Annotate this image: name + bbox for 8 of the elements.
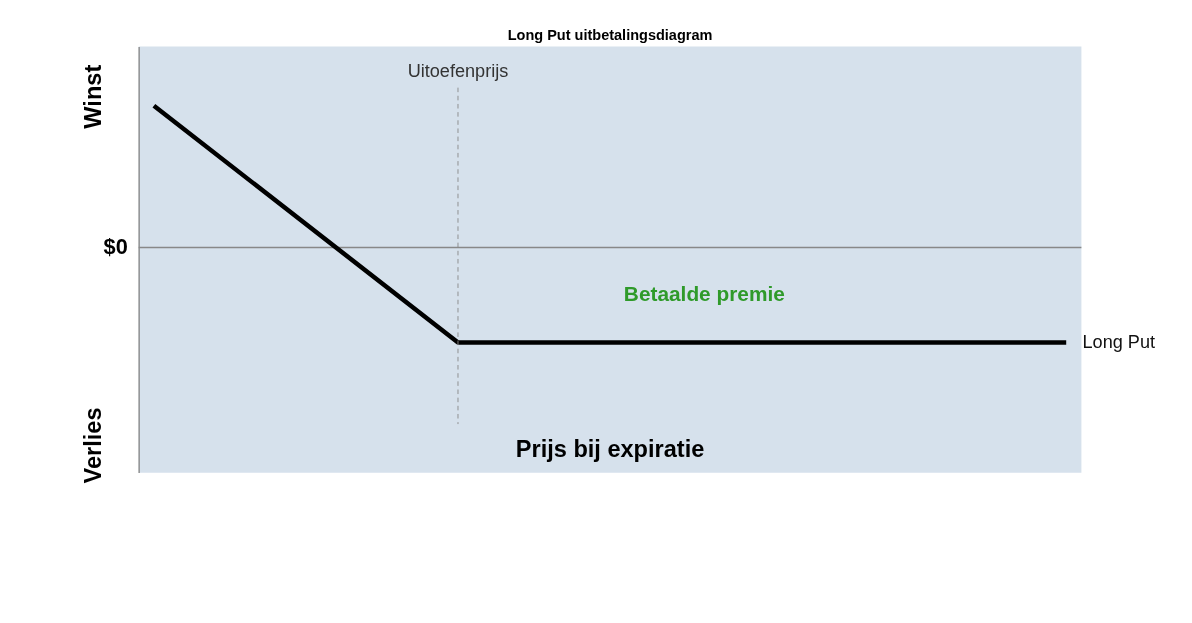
text: Winst [79, 64, 106, 129]
text: $0 [103, 233, 128, 259]
text: Verlies [79, 407, 106, 484]
text: Prijs bij expiratie [515, 436, 705, 463]
series-label: Long Put [1082, 331, 1156, 352]
chart-title: Long Put uitbetalingsdiagram [507, 27, 713, 44]
text: Uitoefenprijs [407, 60, 509, 81]
annotation: Betaalde premie [623, 282, 785, 306]
